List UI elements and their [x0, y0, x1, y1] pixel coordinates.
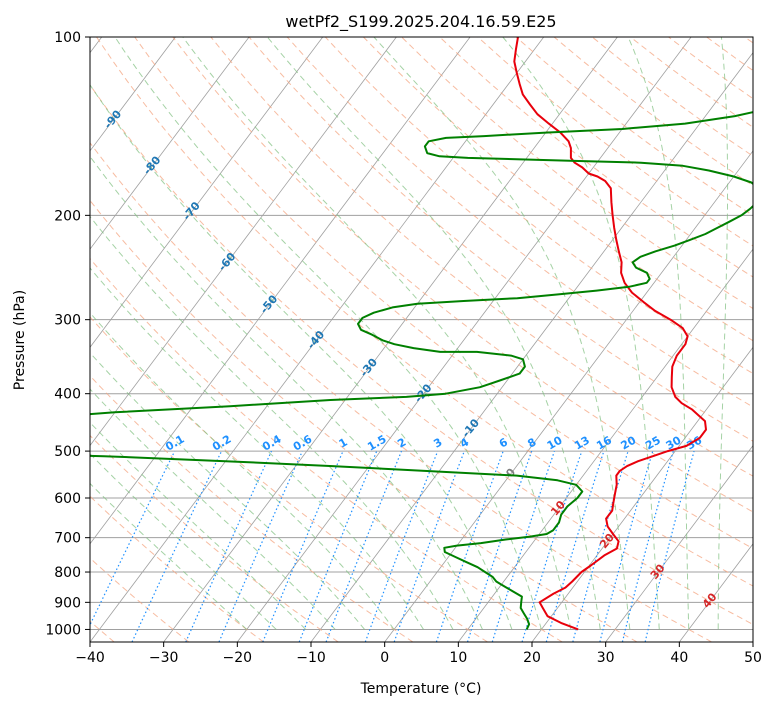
x-tick-label: 10: [449, 650, 467, 666]
mixing-ratio-line: [185, 450, 273, 642]
mixing-ratio-line: [466, 450, 533, 642]
y-tick-label: 300: [54, 313, 81, 329]
dry-adiabat: [90, 142, 712, 642]
y-tick-label: 900: [54, 595, 81, 611]
y-tick-label: 400: [54, 387, 81, 403]
moist-adiabat: [90, 84, 513, 630]
x-tick-label: 50: [744, 650, 762, 666]
isotherm-line: [90, 37, 471, 545]
isotherm-line: [163, 37, 618, 642]
mixing-ratio-line: [218, 450, 303, 642]
isotherm-line: [605, 444, 753, 642]
moist-adiabat: [502, 37, 660, 630]
dry-adiabat: [172, 37, 753, 513]
dry-adiabat: [90, 84, 753, 625]
moist-adiabat: [90, 352, 365, 630]
x-tick-label: −30: [149, 650, 179, 666]
mixing-ratio-line: [521, 450, 583, 642]
chart-title: wetPf2_S199.2025.204.16.59.E25: [285, 12, 556, 32]
dry-adiabat: [401, 37, 753, 310]
dry-adiabat: [90, 199, 638, 642]
mixing-ratio-line: [621, 450, 674, 642]
dry-adiabat: [90, 375, 414, 642]
dry-adiabat: [248, 37, 753, 442]
moist-adiabat: [90, 155, 483, 630]
isotherm-line: [458, 248, 753, 642]
y-tick-label: 800: [54, 565, 81, 581]
mixing-ratio-line: [325, 450, 403, 642]
isotherm-line: [90, 37, 397, 447]
mixing-ratio-line: [90, 450, 176, 627]
isotherm-line: [531, 346, 753, 642]
y-tick-label: 100: [54, 30, 81, 46]
isotherm-line: [90, 37, 250, 250]
plot-background: [90, 37, 753, 642]
y-tick-label: 700: [54, 531, 81, 547]
moist-adiabat: [627, 37, 690, 630]
isotherm-line: [384, 150, 753, 642]
x-tick-label: 20: [523, 650, 541, 666]
dry-adiabat: [134, 37, 753, 550]
dry-adiabat: [96, 37, 753, 587]
y-tick-label: 1000: [45, 622, 81, 638]
x-tick-label: −10: [296, 650, 326, 666]
x-tick-label: 0: [380, 650, 389, 666]
y-tick-label: 500: [54, 444, 81, 460]
x-axis-label: Temperature (°C): [360, 681, 482, 697]
isotherm-line: [752, 641, 753, 642]
isotherm-label: -100: [66, 51, 94, 81]
x-tick-label: 40: [670, 650, 688, 666]
dry-adiabat: [363, 37, 753, 342]
y-tick-label: 600: [54, 491, 81, 507]
mixing-ratio-line: [599, 450, 654, 642]
x-tick-label: −40: [75, 650, 105, 666]
moist-adiabat: [90, 421, 307, 630]
y-tick-label: 200: [54, 208, 81, 224]
mixing-ratio-line: [491, 450, 555, 642]
x-tick-label: 30: [597, 650, 615, 666]
mixing-ratio-line: [435, 450, 504, 642]
isotherm-line: [310, 51, 753, 642]
isotherm-line: [90, 37, 324, 348]
dry-adiabat: [210, 37, 753, 477]
isotherm-line: [237, 37, 692, 642]
isotherm-line: [90, 37, 176, 152]
moist-adiabat: [90, 388, 336, 630]
mixing-ratio-line: [393, 450, 465, 642]
mixing-ratio-line: [644, 450, 695, 642]
dewpoint-profile: [90, 111, 753, 630]
plot-frame: [89, 36, 754, 643]
mixing-ratio-line: [364, 450, 439, 642]
mixing-ratio-line: [262, 450, 344, 642]
temperature-profile: [513, 37, 707, 631]
moist-adiabat: [90, 453, 277, 630]
moist-adiabat: [267, 37, 601, 630]
mixing-ratio-line: [298, 450, 378, 642]
dry-adiabat: [90, 257, 563, 642]
moist-adiabat: [114, 37, 542, 630]
moist-adiabat: [373, 37, 631, 630]
moist-adiabat: [90, 311, 395, 630]
y-axis-label: Pressure (hPa): [12, 290, 28, 390]
moist-adiabat: [717, 37, 729, 630]
x-tick-label: −20: [223, 650, 253, 666]
moist-adiabat: [90, 267, 424, 630]
